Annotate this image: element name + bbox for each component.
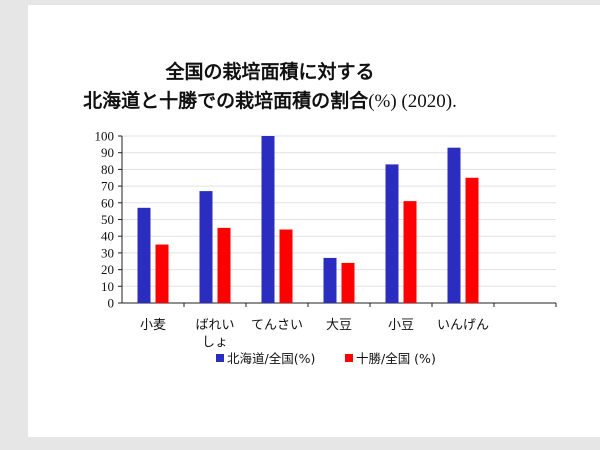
bar-hokkaido: [385, 164, 399, 303]
y-tick-label: 80: [101, 162, 114, 177]
bar-tokachi: [217, 227, 231, 303]
bar-tokachi: [465, 177, 479, 303]
chart-title-line2: 北海道と十勝での栽培面積の割合(%) (2020).: [83, 89, 457, 112]
legend-swatch: [345, 354, 353, 362]
bar-tokachi: [279, 229, 293, 303]
y-tick-label: 50: [101, 212, 114, 227]
chart-title-line1: 全国の栽培面積に対する: [164, 60, 374, 83]
y-tick-label: 20: [101, 262, 114, 277]
x-category-label-line: いんげん: [437, 318, 489, 333]
bar-hokkaido: [447, 147, 461, 303]
x-category-label-line: 小豆: [388, 318, 414, 333]
bar-chart: 全国の栽培面積に対する 北海道と十勝での栽培面積の割合(%) (2020). 0…: [83, 60, 557, 366]
bar-tokachi: [341, 262, 355, 303]
x-category-label: てんさい: [251, 318, 303, 333]
x-category-label: ばれいしょ: [195, 318, 234, 350]
x-category-label-line: 大豆: [326, 318, 352, 333]
y-tick-label: 0: [108, 296, 115, 311]
y-tick-label: 10: [101, 279, 114, 294]
chart-title-line2-tail: (%) (2020).: [368, 91, 457, 112]
legend-label: 十勝/全国 (%): [356, 351, 436, 366]
x-category-label: 小豆: [388, 318, 414, 333]
slide: 全国の栽培面積に対する 北海道と十勝での栽培面積の割合(%) (2020). 0…: [28, 5, 600, 437]
x-category-label: 小麦: [140, 318, 166, 333]
y-tick-label: 30: [101, 245, 114, 260]
gridlines: [122, 135, 556, 287]
y-tick-label: 90: [101, 145, 114, 160]
chart-title-line2-main: 北海道と十勝での栽培面積の割合: [83, 89, 369, 112]
x-category-label: いんげん: [437, 318, 489, 333]
y-tick-label: 100: [95, 129, 115, 144]
x-category-label-line: てんさい: [251, 318, 303, 333]
y-tick-label: 60: [101, 195, 114, 210]
bar-hokkaido: [137, 207, 151, 303]
category-labels: 小麦 ばれいしょ てんさい 大豆 小豆 いんげん: [140, 318, 489, 350]
x-category-label-line: しょ: [202, 335, 228, 350]
legend: 北海道/全国(%) 十勝/全国 (%): [216, 351, 436, 366]
y-tick-label: 40: [101, 229, 114, 244]
bar-hokkaido: [323, 257, 337, 303]
y-tick-label: 70: [101, 179, 114, 194]
legend-label: 北海道/全国(%): [227, 351, 315, 366]
x-category-label-line: 小麦: [140, 318, 166, 333]
bar-hokkaido: [261, 136, 275, 303]
bar-hokkaido: [199, 191, 213, 303]
bar-tokachi: [403, 201, 417, 303]
bar-tokachi: [155, 244, 169, 303]
bars: [137, 136, 479, 303]
legend-swatch: [216, 354, 224, 362]
x-category-label: 大豆: [326, 318, 352, 333]
x-category-label-line: ばれい: [195, 318, 234, 333]
